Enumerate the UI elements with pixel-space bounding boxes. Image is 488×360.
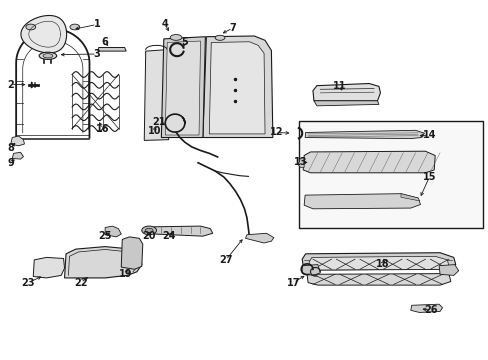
Text: 5: 5	[181, 37, 188, 48]
Text: 9: 9	[7, 158, 14, 168]
Polygon shape	[306, 274, 450, 285]
Polygon shape	[305, 130, 424, 139]
Polygon shape	[121, 237, 142, 269]
Text: 23: 23	[21, 278, 35, 288]
Text: 24: 24	[162, 231, 175, 241]
Text: 4: 4	[162, 19, 168, 30]
Ellipse shape	[170, 35, 182, 40]
Polygon shape	[298, 157, 304, 167]
Polygon shape	[312, 84, 380, 101]
Polygon shape	[438, 265, 458, 275]
Text: 14: 14	[422, 130, 435, 140]
Text: 21: 21	[152, 117, 166, 127]
Polygon shape	[98, 48, 126, 51]
Ellipse shape	[26, 24, 36, 30]
Text: 8: 8	[7, 143, 14, 153]
Polygon shape	[302, 253, 455, 270]
Ellipse shape	[215, 35, 224, 40]
Ellipse shape	[142, 226, 156, 235]
Ellipse shape	[145, 228, 153, 233]
Polygon shape	[144, 50, 168, 140]
Text: 19: 19	[119, 269, 133, 279]
Bar	[299, 121, 482, 228]
Polygon shape	[400, 194, 419, 201]
Text: 16: 16	[96, 124, 109, 134]
Polygon shape	[154, 226, 212, 236]
Text: 22: 22	[74, 278, 87, 288]
Text: 27: 27	[219, 255, 232, 265]
Ellipse shape	[43, 54, 53, 58]
Polygon shape	[165, 41, 200, 135]
Text: 20: 20	[142, 231, 156, 241]
Polygon shape	[304, 194, 420, 209]
Polygon shape	[209, 42, 264, 134]
Polygon shape	[410, 304, 442, 312]
Text: 25: 25	[98, 231, 112, 241]
Polygon shape	[33, 257, 64, 278]
Text: 2: 2	[7, 80, 14, 90]
Text: 7: 7	[229, 23, 236, 33]
Text: 6: 6	[102, 37, 108, 48]
Text: 12: 12	[269, 127, 283, 138]
Polygon shape	[21, 15, 66, 53]
Text: 17: 17	[286, 278, 300, 288]
Ellipse shape	[39, 52, 57, 59]
Polygon shape	[11, 136, 24, 146]
Text: 10: 10	[147, 126, 161, 136]
Polygon shape	[303, 151, 434, 173]
Text: 13: 13	[293, 157, 307, 167]
Polygon shape	[161, 37, 205, 138]
Polygon shape	[12, 152, 23, 159]
Text: 15: 15	[422, 172, 435, 182]
Text: 26: 26	[424, 305, 437, 315]
Text: 18: 18	[375, 258, 388, 269]
Polygon shape	[313, 101, 378, 106]
Text: 11: 11	[332, 81, 346, 91]
Polygon shape	[308, 256, 448, 270]
Polygon shape	[245, 233, 273, 243]
Text: 3: 3	[93, 49, 100, 59]
Ellipse shape	[70, 24, 80, 30]
Polygon shape	[105, 226, 121, 237]
Polygon shape	[203, 36, 272, 138]
Polygon shape	[302, 265, 320, 275]
Polygon shape	[64, 247, 142, 278]
Text: 1: 1	[93, 19, 100, 30]
